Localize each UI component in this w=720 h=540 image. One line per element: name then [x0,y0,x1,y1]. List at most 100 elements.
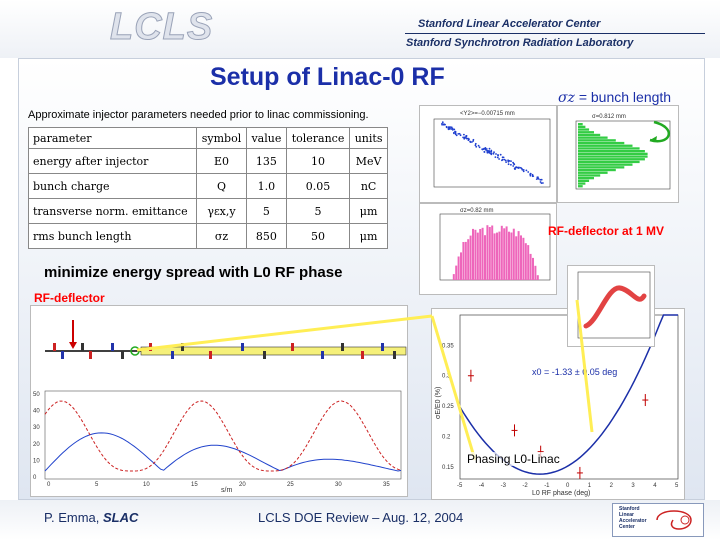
phase-xtick: 5 [675,483,679,489]
arrow-head-icon [650,136,657,142]
streak-point [510,163,512,166]
phase-ytick: 0.2 [442,435,451,441]
streak-point [483,151,486,153]
green-bar [578,144,633,147]
plot-frame [575,120,671,190]
streak-point [496,156,499,159]
magnet-block [263,351,266,359]
table-cell: μm [349,198,388,224]
streak-point [529,173,532,176]
streak-point [463,133,465,136]
magenta-bar [522,237,525,280]
table-row: bunch charge Q 1.0 0.05 nC [27,173,388,199]
phase-xtick: -2 [522,483,528,489]
table-cell: 10 [285,148,351,174]
streak-point [457,133,460,135]
review-credit: LCLS DOE Review – Aug. 12, 2004 [258,510,464,525]
streak-point [464,136,466,139]
streak-point [443,123,446,126]
streak-point [540,178,543,181]
phase-xtick: -3 [501,483,507,489]
magenta-bar [467,239,470,280]
fit-annotation: x0 = -1.33 ± 0.05 deg [532,367,617,377]
streak-point [451,129,454,131]
green-bar [578,133,601,137]
streak-point [522,170,525,173]
magnet-block [321,351,324,359]
footer-bar [0,500,720,540]
deflector-label: RF-deflector at 1 MV [548,224,665,238]
table-cell: MeV [349,148,388,174]
green-bar [578,185,583,188]
magenta-bar [462,242,465,280]
streak-point [472,138,475,141]
streak-point [467,139,470,142]
magnet-block [61,351,64,359]
org-line-1: Stanford Linear Accelerator Center [418,18,601,30]
magnet-block [121,351,124,359]
green-bar [578,123,583,126]
magnet-block [149,343,152,351]
phase-xtick: -4 [479,483,485,489]
table-cell: 135 [245,148,287,174]
green-bar [578,163,633,166]
parameter-table: parameter symbol value tolerance units e… [27,127,388,249]
beamline-xtick: 0 [47,482,51,488]
bunch-hist-title: σ=0.812 mm [592,114,626,120]
phase-xtick: 0 [566,483,570,489]
table-cell: bunch charge [27,173,198,199]
streak-point [453,128,456,131]
magenta-bar [505,226,508,280]
phase-xtick: 1 [588,483,592,489]
green-bar [578,174,601,177]
green-bar [578,131,594,134]
streak-point [503,158,506,161]
green-bar [578,160,640,164]
table-cell: nC [349,173,388,199]
magenta-bar [529,253,532,280]
green-bar [578,136,608,139]
magenta-bar [532,257,534,280]
beamline-ytick: 0 [33,475,37,481]
header-bar [0,0,720,58]
slac-logo: Stanford Linear Accelerator Center [612,503,704,537]
beta-frame [44,390,402,480]
streak-point [539,178,542,181]
magenta-bar [455,265,458,280]
table-cell: 1.0 [245,173,287,199]
phase-ytick: 0.3 [442,374,451,380]
table-header: units [349,127,388,149]
table-cell: 0.05 [285,173,351,199]
table-cell: transverse norm. emittance [27,198,198,224]
streak-point [458,132,461,135]
magnet-block [181,343,184,351]
streak-point [454,130,456,133]
streak-point [504,159,507,162]
table-header: symbol [196,127,247,149]
green-arrow-icon [649,120,671,143]
magnet-block [341,343,344,351]
beamline-yticks: 50 40 30 20 10 0 [33,392,40,481]
magenta-bar [474,229,477,280]
beamline-xtick: 25 [287,482,294,488]
streak-point [527,171,530,173]
magnet-block [171,351,174,359]
streak-point [502,156,505,159]
green-bar [578,177,594,180]
phase-xtick: 3 [631,483,635,489]
streak-point [495,153,497,155]
streak-point [525,169,528,172]
magenta-bar [460,252,462,280]
linac-section [140,346,407,356]
streak-point [441,122,443,125]
phase-xtick: 2 [610,483,614,489]
green-bar [578,150,645,153]
green-bar [578,182,586,185]
slac-emblem-icon [656,510,692,530]
phase-space-streak [441,121,544,184]
streak-point [459,134,462,137]
inset-streak [583,285,647,329]
magnet-block [81,343,84,351]
streak-point [510,160,512,162]
rf-deflector-label: RF-deflector [34,291,105,305]
